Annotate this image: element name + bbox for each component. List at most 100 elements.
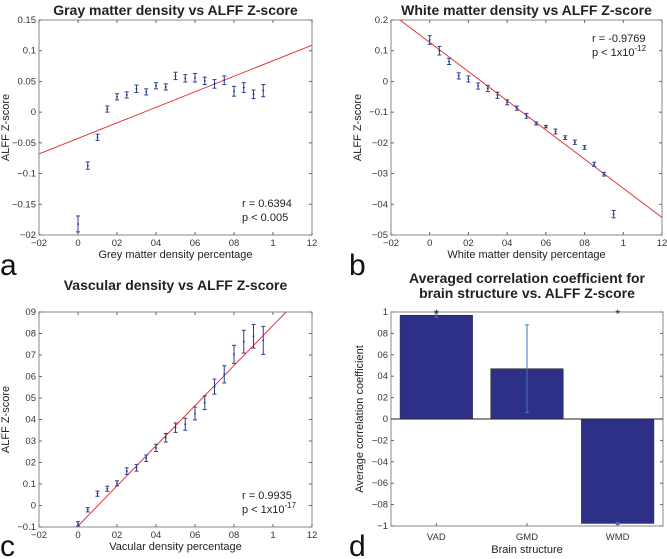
marker bbox=[252, 335, 255, 338]
y-tick-label: 0 bbox=[31, 501, 36, 512]
r-value: r = 0.6394 bbox=[242, 198, 292, 210]
y-tick-label: 03 bbox=[25, 436, 36, 447]
y-tick-label: −02 bbox=[372, 138, 388, 149]
y-tick-label: 04 bbox=[377, 371, 388, 382]
data-point bbox=[456, 72, 461, 80]
y-tick-label: 0.1 bbox=[23, 479, 36, 490]
x-axis-label: White matter density percentage bbox=[447, 249, 605, 261]
p-value: p < 1x10-12 bbox=[592, 44, 647, 59]
data-point bbox=[572, 139, 577, 145]
data-point bbox=[466, 75, 471, 83]
marker bbox=[525, 114, 528, 117]
data-point bbox=[514, 105, 519, 111]
data-point bbox=[212, 378, 217, 395]
marker bbox=[233, 90, 235, 93]
data-point bbox=[85, 507, 90, 513]
marker bbox=[155, 84, 157, 87]
data-point bbox=[115, 93, 119, 101]
marker bbox=[203, 79, 206, 82]
data-point bbox=[115, 480, 119, 487]
plot-area bbox=[38, 19, 313, 236]
y-tick-label: 0 bbox=[31, 107, 36, 118]
y-tick-label: −08 bbox=[372, 500, 388, 511]
p-value: p < 0.005 bbox=[242, 212, 288, 224]
marker bbox=[125, 470, 128, 473]
x-tick-label: −02 bbox=[383, 238, 399, 249]
data-point bbox=[495, 91, 500, 99]
panel-label: d bbox=[349, 530, 366, 559]
y-tick-label: 0.2 bbox=[375, 15, 388, 26]
y-tick-label: 05 bbox=[25, 393, 36, 404]
x-tick-label: VAD bbox=[427, 532, 446, 543]
x-tick-label: 02 bbox=[463, 238, 474, 249]
marker bbox=[438, 49, 441, 52]
marker bbox=[106, 487, 109, 490]
chart-title: Averaged correlation coefficient for bbox=[409, 270, 646, 286]
marker bbox=[86, 164, 89, 167]
plot-area bbox=[38, 311, 313, 528]
x-tick-label: 12 bbox=[657, 238, 667, 249]
marker bbox=[573, 141, 576, 144]
x-tick-label: 1 bbox=[270, 530, 275, 541]
x-tick-label: 1 bbox=[270, 238, 275, 249]
y-tick-label: 08 bbox=[25, 329, 36, 340]
data-point bbox=[563, 135, 568, 140]
y-tick-label: −02 bbox=[20, 230, 36, 241]
y-tick-label: −1 bbox=[377, 521, 388, 532]
chart-title: Gray matter density vs ALFF Z-score bbox=[53, 2, 298, 18]
data-point bbox=[222, 365, 227, 384]
x-tick-label: 08 bbox=[229, 530, 240, 541]
panel-label: b bbox=[349, 249, 366, 282]
significance-marker: * bbox=[434, 307, 439, 321]
y-axis-label: ALFF Z-score bbox=[0, 94, 12, 161]
marker bbox=[184, 77, 187, 80]
x-axis-label: Grey matter density percentage bbox=[98, 249, 252, 261]
plot-area bbox=[390, 19, 663, 236]
y-tick-label: −05 bbox=[372, 230, 388, 241]
y-tick-label: 0.1 bbox=[23, 46, 36, 57]
data-point bbox=[85, 161, 90, 170]
data-point bbox=[212, 79, 217, 89]
x-tick-label: 1 bbox=[621, 238, 626, 249]
data-point bbox=[154, 82, 158, 90]
data-point bbox=[173, 71, 178, 81]
data-point bbox=[582, 145, 587, 150]
marker bbox=[116, 482, 118, 485]
data-point bbox=[124, 467, 129, 475]
fit-line bbox=[39, 44, 312, 155]
marker bbox=[213, 385, 216, 388]
marker bbox=[428, 38, 431, 41]
y-tick-label: 06 bbox=[25, 372, 36, 383]
marker bbox=[96, 136, 99, 139]
marker bbox=[223, 373, 226, 376]
x-tick-label: 0 bbox=[75, 238, 80, 249]
r-value: r = -0.9769 bbox=[592, 33, 646, 45]
y-tick-label: 1 bbox=[383, 307, 388, 318]
data-point bbox=[611, 209, 616, 219]
data-point bbox=[485, 84, 490, 93]
x-tick-label: 08 bbox=[229, 238, 240, 249]
marker bbox=[135, 466, 138, 469]
chart-title-line2: brain structure vs. ALFF Z-score bbox=[419, 285, 635, 301]
y-tick-label: 0.1 bbox=[375, 46, 388, 57]
marker bbox=[262, 89, 265, 92]
marker bbox=[496, 94, 499, 97]
y-axis-label: ALFF Z-score bbox=[352, 94, 364, 161]
data-point bbox=[241, 82, 246, 93]
x-tick-label: 04 bbox=[151, 238, 162, 249]
y-tick-label: 07 bbox=[25, 350, 36, 361]
y-tick-label: 04 bbox=[25, 415, 36, 426]
data-point bbox=[524, 112, 529, 119]
data-point bbox=[95, 490, 100, 497]
data-point bbox=[534, 121, 539, 126]
data-point bbox=[261, 84, 266, 98]
marker bbox=[223, 79, 226, 82]
marker bbox=[252, 93, 255, 96]
y-tick-label: 09 bbox=[25, 307, 36, 318]
y-tick-label: −03 bbox=[372, 169, 388, 180]
x-tick-label: 06 bbox=[190, 238, 201, 249]
data-point bbox=[124, 91, 129, 99]
y-tick-label: 0 bbox=[383, 76, 388, 87]
chart-title: Vascular density vs ALFF Z-score bbox=[64, 277, 288, 293]
